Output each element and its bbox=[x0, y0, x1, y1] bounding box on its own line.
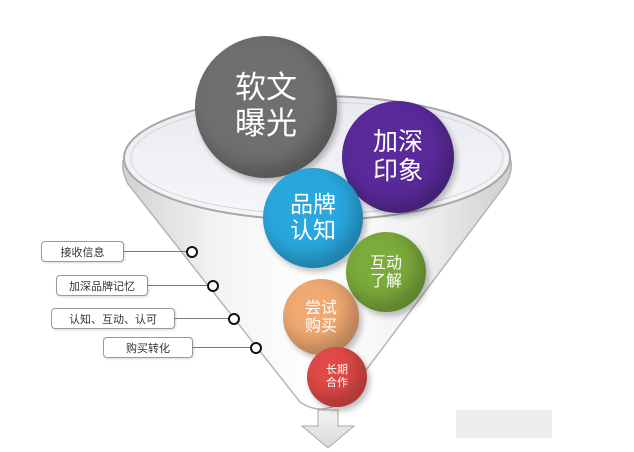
stage-dot-recognize bbox=[228, 313, 240, 325]
bubble-exposure: 软文 曝光 bbox=[195, 36, 337, 178]
down-arrow-icon bbox=[300, 409, 356, 449]
bubble-impression-line1: 加深 bbox=[372, 127, 423, 157]
bubble-impression: 加深 印象 bbox=[342, 101, 454, 213]
bubble-brand-line2: 认知 bbox=[290, 218, 336, 244]
bubble-brand-line1: 品牌 bbox=[290, 191, 336, 218]
bubble-interact-line2: 了解 bbox=[369, 271, 402, 290]
bubble-brand: 品牌 认知 bbox=[263, 168, 363, 268]
bubble-interact-line1: 互动 bbox=[369, 252, 402, 272]
stage-label-convert: 购买转化 bbox=[103, 337, 193, 358]
stage-connector-receive bbox=[123, 251, 187, 252]
bubble-trial-line2: 购买 bbox=[304, 316, 337, 335]
bubble-trial: 尝试 购买 bbox=[283, 279, 359, 355]
stage-connector-convert bbox=[192, 347, 250, 348]
stage-dot-memory bbox=[207, 280, 219, 292]
stage-label-memory: 加深品牌记忆 bbox=[56, 275, 148, 296]
stage-connector-recognize bbox=[174, 318, 228, 319]
bubble-interact: 互动 了解 bbox=[346, 232, 426, 312]
bubble-trial-line1: 尝试 bbox=[304, 297, 337, 317]
bubble-exposure-line2: 曝光 bbox=[235, 106, 297, 142]
bubble-partner-line2: 合作 bbox=[326, 376, 348, 389]
stage-dot-convert bbox=[250, 342, 262, 354]
bubble-partner-line1: 长期 bbox=[326, 363, 348, 377]
stage-label-receive: 接收信息 bbox=[41, 241, 124, 262]
watermark-blur bbox=[456, 410, 552, 438]
bubble-exposure-line1: 软文 bbox=[235, 70, 297, 107]
bubble-partner: 长期 合作 bbox=[307, 347, 367, 407]
stage-label-recognize: 认知、互动、认可 bbox=[51, 308, 175, 329]
stage-connector-memory bbox=[147, 285, 207, 286]
bubble-impression-line2: 印象 bbox=[372, 156, 423, 185]
stage-dot-receive bbox=[186, 246, 198, 258]
